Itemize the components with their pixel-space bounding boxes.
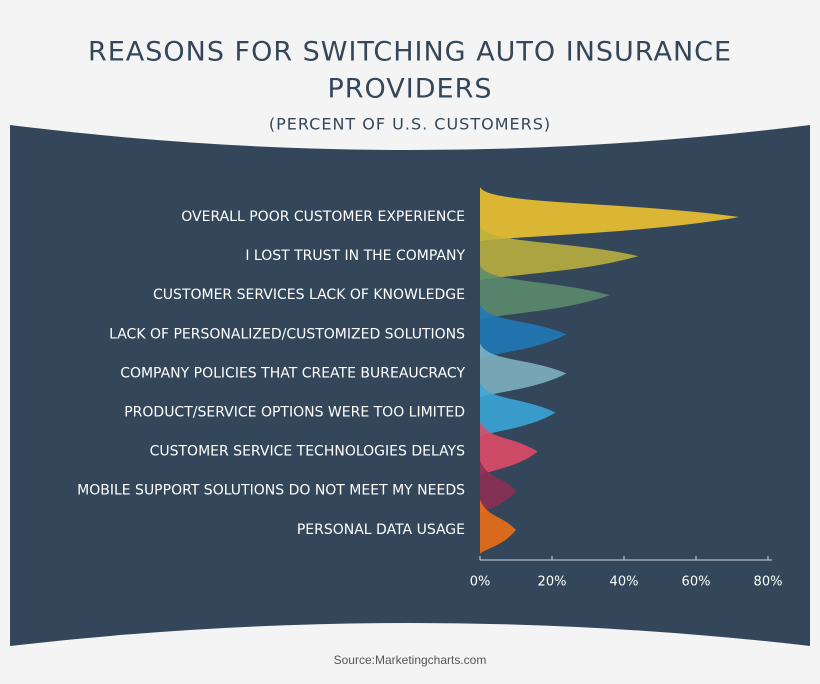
x-tick-label: 60% [682, 575, 711, 590]
category-label: CUSTOMER SERVICES LACK OF KNOWLEDGE [153, 287, 465, 303]
category-label: COMPANY POLICIES THAT CREATE BUREAUCRACY [120, 365, 465, 381]
chart-subtitle: (PERCENT OF U.S. CUSTOMERS) [269, 115, 551, 134]
category-label: I LOST TRUST IN THE COMPANY [245, 248, 465, 264]
chart-title: PROVIDERS [327, 74, 492, 105]
ridge [480, 343, 567, 398]
category-label: CUSTOMER SERVICE TECHNOLOGIES DELAYS [150, 444, 466, 460]
panel [10, 125, 810, 646]
category-label: PERSONAL DATA USAGE [297, 522, 465, 538]
x-tick-label: 0% [470, 575, 491, 590]
source: Source:Marketingcharts.com [334, 653, 487, 667]
category-label: MOBILE SUPPORT SOLUTIONS DO NOT MEET MY … [77, 483, 465, 499]
category-label: PRODUCT/SERVICE OPTIONS WERE TOO LIMITED [124, 405, 465, 421]
ridge [480, 460, 516, 515]
x-tick-label: 40% [610, 575, 639, 590]
ridge [480, 382, 556, 437]
ridge [480, 187, 740, 241]
ridge [480, 304, 567, 359]
x-tick-label: 80% [754, 575, 783, 590]
category-label: LACK OF PERSONALIZED/CUSTOMIZED SOLUTION… [109, 326, 465, 342]
ridge [480, 499, 516, 554]
ridge [480, 226, 639, 281]
ridge [480, 265, 610, 320]
category-label: OVERALL POOR CUSTOMER EXPERIENCE [181, 209, 465, 225]
x-tick-label: 20% [538, 575, 567, 590]
chart-title: REASONS FOR SWITCHING AUTO INSURANCE [88, 37, 732, 68]
ridge [480, 421, 538, 476]
